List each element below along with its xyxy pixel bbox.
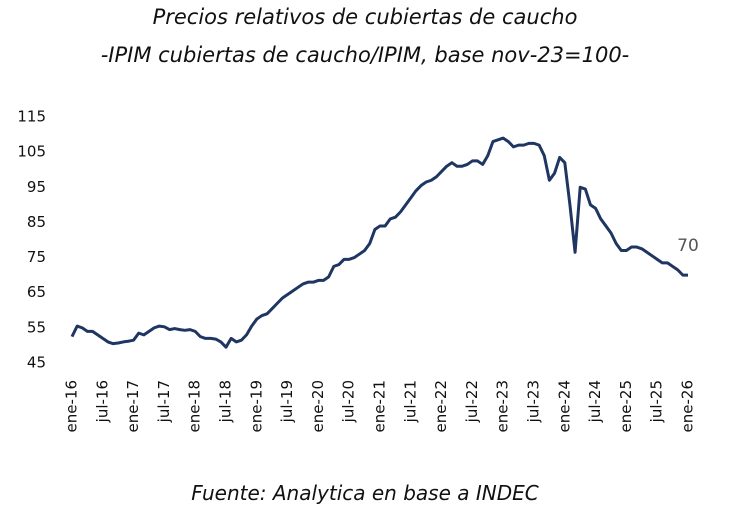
y-tick-label: 65 <box>27 283 46 301</box>
x-tick-label: jul-19 <box>278 380 296 423</box>
x-tick-label: jul-17 <box>155 380 173 423</box>
x-tick-label: ene-22 <box>432 380 450 432</box>
x-tick-label: jul-21 <box>401 380 419 423</box>
line <box>70 136 688 349</box>
x-tick-label: jul-25 <box>648 380 666 423</box>
x-tick-label: ene-19 <box>247 380 265 432</box>
x-tick-label: jul-22 <box>463 380 481 423</box>
data-label: 70 <box>677 236 699 256</box>
x-tick-label: ene-20 <box>309 380 327 432</box>
y-tick-label: 85 <box>27 213 46 231</box>
x-tick-label: ene-25 <box>617 380 635 432</box>
x-tick-label: ene-17 <box>124 380 142 432</box>
source: Fuente: Analytica en base a INDEC <box>191 481 538 505</box>
x-tick-label: ene-24 <box>555 380 573 432</box>
x-tick-label: ene-16 <box>63 380 81 432</box>
x-tick-label: jul-24 <box>586 380 604 423</box>
y-tick-label: 95 <box>27 178 46 196</box>
y-tick-label: 115 <box>17 108 46 126</box>
x-tick-label: jul-16 <box>93 380 111 423</box>
x-tick-label: ene-21 <box>371 380 389 432</box>
x-tick-label: ene-18 <box>186 380 204 432</box>
chart-title: Precios relativos de cubiertas de caucho <box>153 5 578 29</box>
chart-subtitle: -IPIM cubiertas de caucho/IPIM, base nov… <box>101 43 630 67</box>
y-tick-label: 105 <box>17 143 46 161</box>
x-tick-label: jul-18 <box>217 380 235 423</box>
x-tick-label: jul-23 <box>525 380 543 423</box>
y-tick-label: 75 <box>27 248 46 266</box>
y-tick-label: 55 <box>27 318 46 336</box>
x-tick-label: ene-23 <box>494 380 512 432</box>
y-tick-label: 45 <box>27 354 46 372</box>
x-tick-label: jul-20 <box>340 380 358 423</box>
x-tick-label: ene-26 <box>679 380 697 432</box>
